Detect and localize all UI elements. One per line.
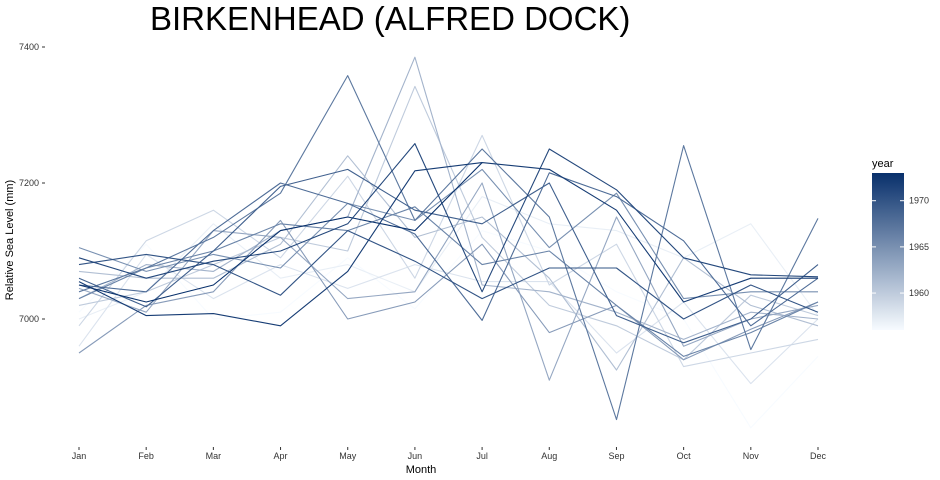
x-tick-label: Apr	[274, 451, 288, 461]
series-line-1971	[78, 143, 819, 293]
x-tick-label: Mar	[206, 451, 222, 461]
x-axis-title: Month	[406, 464, 437, 476]
x-tick-label: Sep	[608, 451, 624, 461]
x-tick-label: Jul	[476, 451, 488, 461]
series-line-1970	[78, 230, 819, 320]
legend-title: year	[872, 158, 894, 170]
series-line-1961	[78, 155, 819, 371]
x-tick-label: Dec	[810, 451, 827, 461]
y-tick-label: 7200	[19, 178, 39, 188]
series-line-1956	[78, 230, 819, 429]
x-tick-label: Feb	[138, 451, 154, 461]
x-tick-label: May	[339, 451, 357, 461]
series-line-1966	[78, 206, 819, 357]
y-axis-title: Relative Sea Level (mm)	[4, 180, 16, 300]
series-line-1964	[78, 219, 819, 361]
legend-label: 1960	[909, 288, 929, 298]
series-line-1962	[78, 56, 819, 340]
legend-label: 1970	[909, 196, 929, 206]
legend: year 1960 1965 1970	[872, 158, 929, 330]
series-line-1973	[78, 162, 483, 303]
x-tick-label: Nov	[743, 451, 760, 461]
series-layer	[78, 56, 819, 429]
series-line-1959	[78, 134, 819, 368]
series-line-1967	[78, 75, 819, 421]
series-line-1968	[78, 172, 819, 327]
x-tick-label: Oct	[677, 451, 692, 461]
series-line-1972	[78, 162, 818, 327]
series-line-1963	[78, 182, 819, 381]
x-axis: Jan Feb Mar Apr May Jun Jul Aug Sep Oct Nov Dec	[72, 447, 827, 461]
legend-colorbar	[872, 173, 904, 330]
series-line-1960	[78, 85, 819, 361]
y-tick-label: 7000	[19, 314, 39, 324]
chart-title: BIRKENHEAD (ALFRED DOCK)	[150, 0, 630, 37]
x-tick-label: Jun	[408, 451, 423, 461]
y-tick-label: 7400	[19, 42, 39, 52]
legend-label: 1965	[909, 242, 929, 252]
series-line-1957	[78, 196, 819, 320]
series-line-1965	[78, 168, 818, 300]
x-tick-label: Aug	[541, 451, 557, 461]
x-tick-label: Jan	[72, 451, 87, 461]
y-axis: 7000 7200 7400	[19, 42, 45, 324]
